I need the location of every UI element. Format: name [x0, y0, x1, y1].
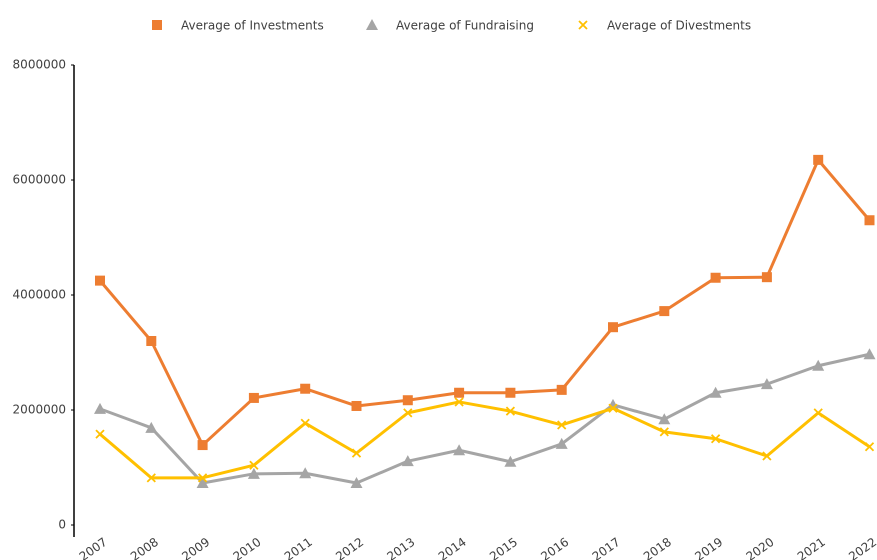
data-point: [454, 397, 464, 407]
series-line: [99, 400, 871, 480]
legend-marker: [152, 20, 162, 30]
data-point: [249, 460, 259, 470]
legend-marker: [578, 20, 588, 30]
x-tick-label: 2013: [384, 535, 417, 560]
data-point: [453, 444, 466, 456]
series-line: [98, 158, 871, 447]
data-point: [145, 421, 158, 433]
data-point: [557, 420, 567, 430]
x-tick-label: 2017: [590, 535, 623, 560]
data-point: [197, 440, 208, 451]
data-point: [709, 386, 722, 398]
data-point: [247, 467, 260, 479]
data-point: [607, 398, 619, 410]
x-tick-label: 2012: [333, 535, 366, 560]
series-line: [99, 352, 870, 485]
x-tick-label: 2007: [77, 535, 110, 560]
data-point: [248, 392, 259, 403]
x-tick-label: 2018: [641, 535, 674, 560]
data-point: [146, 336, 157, 346]
x-tick-label: 2022: [846, 535, 877, 560]
data-point: [197, 473, 208, 483]
data-point: [813, 408, 823, 418]
data-point: [300, 383, 311, 394]
data-point: [351, 400, 362, 411]
data-point: [760, 378, 773, 390]
data-point: [710, 434, 721, 444]
x-tick-label: 2008: [128, 535, 161, 560]
data-point: [403, 408, 413, 418]
legend-label: Average of Divestments: [607, 19, 751, 33]
x-tick-label: 2016: [538, 535, 571, 560]
x-tick-label: 2010: [231, 535, 264, 560]
data-point: [658, 413, 671, 425]
data-point: [863, 348, 876, 360]
y-tick-label: 0: [58, 518, 66, 532]
data-point: [659, 427, 669, 437]
data-point: [146, 473, 156, 483]
y-tick-label: 2000000: [13, 403, 66, 417]
data-point: [94, 402, 106, 414]
data-point: [95, 275, 105, 286]
x-tick-label: 2015: [487, 535, 520, 560]
data-point: [813, 154, 824, 165]
data-point: [710, 272, 721, 283]
data-point: [300, 418, 310, 428]
data-point: [504, 455, 517, 467]
y-tick-label: 4000000: [13, 288, 66, 302]
data-point: [196, 477, 209, 489]
x-tick-label: 2019: [692, 535, 725, 560]
x-tick-label: 2021: [795, 535, 828, 560]
data-point: [401, 455, 414, 467]
data-point: [761, 272, 772, 283]
x-tick-label: 2020: [744, 535, 777, 560]
data-point: [812, 359, 825, 371]
data-point: [299, 467, 312, 479]
data-point: [555, 437, 568, 449]
data-point: [505, 387, 516, 398]
y-tick-label: 6000000: [13, 173, 66, 187]
data-point: [608, 322, 618, 333]
data-point: [608, 403, 618, 413]
data-point: [864, 442, 875, 452]
y-tick-label: 8000000: [13, 58, 66, 72]
data-point: [762, 451, 772, 461]
legend-marker: [366, 19, 378, 30]
data-point: [350, 477, 363, 489]
data-point: [454, 387, 465, 398]
data-point: [864, 215, 875, 226]
data-point: [556, 384, 567, 395]
x-tick-label: 2011: [282, 535, 315, 560]
data-point: [351, 448, 362, 458]
data-point: [402, 395, 413, 406]
data-point: [659, 306, 670, 317]
x-tick-label: 2009: [179, 535, 212, 560]
x-tick-label: 2014: [436, 535, 469, 560]
data-point: [505, 406, 516, 416]
legend-label: Average of Investments: [181, 19, 324, 33]
data-point: [95, 429, 105, 439]
legend-label: Average of Fundraising: [396, 19, 534, 33]
